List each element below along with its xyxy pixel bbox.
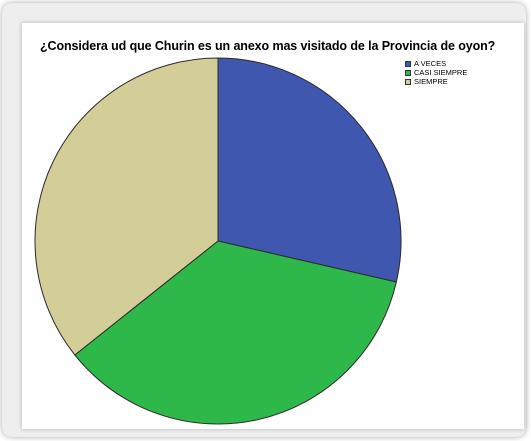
chart-legend: A VECES CASI SIEMPRE SIEMPRE <box>405 60 467 87</box>
legend-label-casi-siempre: CASI SIEMPRE <box>414 68 468 77</box>
legend-swatch-a-veces <box>405 61 411 67</box>
legend-label-siempre: SIEMPRE <box>414 77 448 86</box>
legend-item-a-veces: A VECES <box>405 60 467 68</box>
legend-item-siempre: SIEMPRE <box>405 78 467 86</box>
legend-label-a-veces: A VECES <box>414 59 447 68</box>
chart-title: ¿Considera ud que Churin es un anexo mas… <box>40 39 496 53</box>
chart-panel: ¿Considera ud que Churin es un anexo mas… <box>22 23 524 429</box>
legend-swatch-casi-siempre <box>405 70 411 76</box>
pie-slice-siempre <box>34 57 219 356</box>
pie-slice-casi-siempre <box>74 240 397 425</box>
legend-swatch-siempre <box>405 79 411 85</box>
legend-item-casi-siempre: CASI SIEMPRE <box>405 69 467 77</box>
pie-chart <box>34 57 402 425</box>
image-frame: ¿Considera ud que Churin es un anexo mas… <box>2 3 526 437</box>
pie-slice-a-veces <box>217 57 402 283</box>
